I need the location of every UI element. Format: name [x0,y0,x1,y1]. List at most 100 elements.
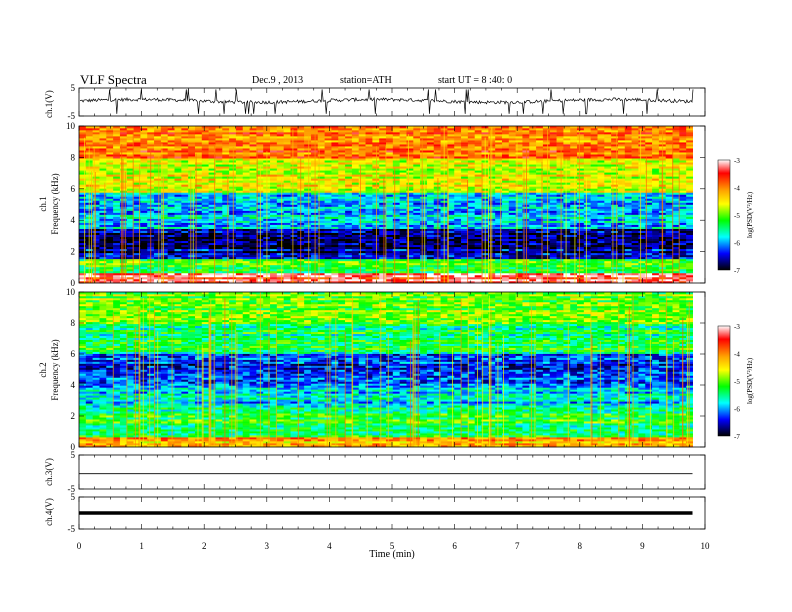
ch1-spectrogram-cell [570,244,578,248]
ch1-spectrogram-cell [351,254,360,258]
ch1-spectrogram-cell [188,256,196,260]
ch1-spectrogram-cell [549,238,557,242]
ch1-spectrogram-cell [106,178,114,181]
ch1-spectrogram-cell [467,258,475,262]
ch1-spectrogram-cell [194,192,203,195]
ch1-spectrogram-cell [508,214,516,217]
ch1-spectrogram-cell [235,174,244,177]
ch1-spectrogram-cell [433,276,441,280]
ch1-spectrogram-cell [140,260,148,264]
ch1-spectrogram-cell [515,272,523,276]
ch1-spectrogram-cell [638,192,646,195]
ch1-spectrogram-cell [447,194,455,197]
ch1-spectrogram-cell [529,246,537,250]
ch1-spectrogram-cell [420,230,428,233]
ch1-spectrogram-cell [665,274,673,278]
ch1-spectrogram-cell [474,260,482,264]
ch1-spectrogram-cell [133,248,141,252]
ch1-spectrogram-cell [529,198,537,201]
ch1-spectrogram-cell [501,208,510,211]
ch1-spectrogram-cell [208,276,216,280]
ch1-spectrogram-cell [652,276,660,280]
ch1-spectrogram-cell [276,206,284,209]
ch1-spectrogram-cell [310,176,319,179]
ch1-spectrogram-cell [542,248,551,252]
ch1-spectrogram-cell [188,218,196,221]
ch1-spectrogram-cell [201,200,209,203]
ch1-spectrogram-cell [686,194,694,197]
ch1-spectrogram-cell [317,184,325,187]
ch1-spectrogram-cell [563,250,571,254]
ch1-spectrogram-cell [249,178,257,181]
ch1-spectrogram-cell [317,270,325,274]
ch1-spectrogram-cell [433,212,441,215]
ch1-spectrogram-cell [358,194,366,197]
ch1-spectrogram-cell [631,274,639,278]
ch1-spectrogram-cell [222,210,230,213]
ch1-spectrogram-cell [386,262,394,266]
ch1-spectrogram-cell [154,196,162,199]
ch1-spectrogram-cell [317,204,325,207]
ch1-spectrogram-cell [283,268,291,272]
ch1-spectrogram-cell [338,254,346,258]
ch1-spectrogram-cell [174,242,182,246]
ch1-spectrogram-cell [461,272,469,276]
ch1-spectrogram-cell [317,210,325,213]
ch1-spectrogram-cell [474,232,482,235]
ch1-spectrogram-cell [556,226,564,229]
ch1-spectrogram-cell [276,180,284,183]
ch1-spectrogram-cell [126,184,134,187]
ch1-spectrogram-cell [338,270,346,274]
ch1-spectrogram-cell [501,226,510,229]
ch1-spectrogram-cell [317,202,325,205]
ch1-spectrogram-cell [617,210,626,213]
ch1-spectrogram-cell [79,214,87,217]
ch1-spectrogram-cell [665,186,673,189]
ch1-spectrogram-cell [106,186,114,189]
ch1-spectrogram-cell [645,184,653,187]
ch1-spectrogram-cell [358,250,366,254]
ch1-spectrogram-cell [345,266,353,270]
ch1-spectrogram-cell [331,220,339,223]
ch1-spectrogram-cell [194,234,203,237]
ch1-spectrogram-cell [474,206,482,209]
ch1-spectrogram-cell [310,214,319,217]
ch1-spectrogram-cell [631,192,639,195]
ch1-spectrogram-cell [133,264,141,268]
ch1-spectrogram-cell [474,228,482,231]
ch1-spectrogram-cell [386,232,394,235]
ch1-spectrogram-cell [181,224,189,227]
ch1-spectrogram-cell [351,176,360,179]
ch1-spectrogram-cell [420,176,428,179]
ch1-spectrogram-cell [79,274,87,278]
ch1-spectrogram-cell [174,202,182,205]
ch1-spectrogram-cell [556,204,564,207]
ch1-spectrogram-cell [215,260,223,264]
ch1-spectrogram-cell [631,228,639,231]
ch1-spectrogram-cell [604,190,612,193]
ch1-spectrogram-cell [529,208,537,211]
ch1-spectrogram-cell [508,238,516,242]
ch1-spectrogram-cell [638,228,646,231]
ch1-spectrogram-cell [501,188,510,191]
ch1-spectrogram-cell [188,182,196,185]
ch1-spectrogram-cell [194,174,203,177]
ch1-spectrogram-cell [276,280,284,284]
ch1-spectrogram-cell [413,210,421,213]
ch1-spectrogram-cell [679,268,687,272]
ch1-spectrogram-cell [113,238,121,242]
ch1-spectrogram-cell [242,184,250,187]
ch1-spectrogram-cell [433,224,441,227]
ch1-spectrogram-cell [624,174,632,177]
ch1-spectrogram-cell [215,228,223,231]
ch1-spectrogram-cell [270,236,278,240]
ch1-spectrogram-cell [290,176,298,179]
ch1-spectrogram-cell [665,260,673,264]
ch1-spectrogram-cell [549,236,557,240]
ch1-spectrogram-cell [583,184,591,187]
ch1-spectrogram-cell [686,210,694,213]
ch1-spectrogram-cell [351,238,360,242]
ch1-spectrogram-cell [208,194,216,197]
ch1-spectrogram-cell [140,262,148,266]
ch1-spectrogram-cell [126,270,134,274]
